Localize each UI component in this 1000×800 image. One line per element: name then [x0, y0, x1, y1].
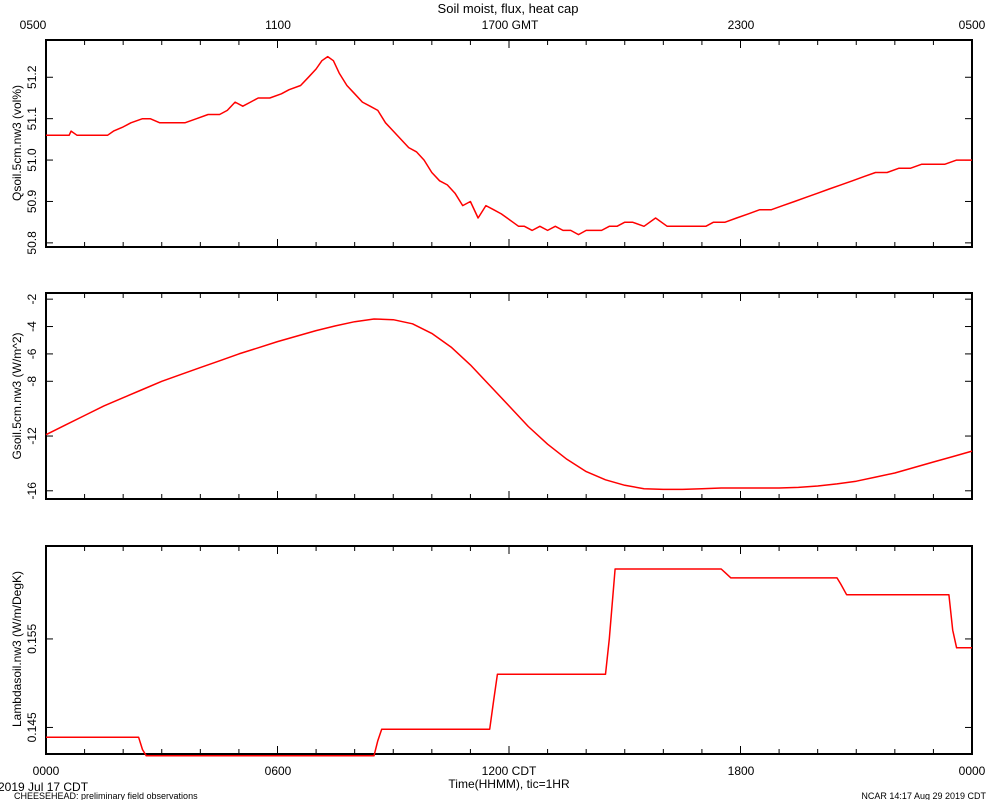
footer-left-note: CHEESEHEAD: preliminary field observatio…: [14, 791, 198, 800]
y-tick-label: -2: [25, 294, 39, 305]
y-tick-label: -4: [25, 321, 39, 332]
top-tick-label: 0500: [959, 18, 986, 32]
top-tick-label: 0500: [20, 18, 47, 32]
ylabel-flux: Gsoil.5cm.nw3 (W/m^2): [10, 333, 24, 460]
y-tick-label: 51.2: [25, 65, 39, 89]
panel-frame-flux: [45, 292, 973, 500]
y-tick-label: -8: [25, 376, 39, 387]
footer-date: 2019 Jul 17 CDT: [0, 780, 89, 794]
panel-frame-moisture: [45, 39, 973, 248]
y-tick-label: 50.8: [25, 231, 39, 255]
y-tick-label: 51.0: [25, 148, 39, 172]
bottom-tick-label: 0600: [265, 764, 292, 778]
ylabel-heat-capacity: Lambdasoil.nw3 (W/m/DegK): [10, 571, 24, 727]
series-line-flux: [45, 318, 973, 491]
y-tick-label: 51.1: [25, 107, 39, 131]
y-tick-label: -12: [25, 427, 39, 445]
bottom-tick-label: 0000: [33, 764, 60, 778]
bottom-tick-label: 1200 CDT: [482, 764, 537, 778]
series-line-moisture: [46, 55, 972, 236]
y-tick-label: 0.155: [25, 624, 39, 654]
chart-title: Soil moist, flux, heat cap: [438, 1, 579, 16]
ylabel-moisture: Qsoil.5cm.nw3 (vol%): [10, 85, 24, 201]
series-line-heat-capacity: [46, 568, 972, 757]
top-tick-label: 1100: [265, 18, 291, 32]
y-tick-label: 50.9: [25, 189, 39, 213]
y-tick-label: 0.145: [25, 712, 39, 742]
top-tick-label: 1700 GMT: [482, 18, 539, 32]
top-tick-label: 2300: [728, 18, 755, 32]
bottom-tick-label: 0000: [959, 764, 986, 778]
footer-right-note: NCAR 14:17 Aug 29 2019 CDT: [861, 791, 986, 800]
x-axis-title: Time(HHMM), tic=1HR: [448, 777, 570, 791]
y-tick-label: -16: [25, 482, 39, 500]
y-tick-label: -6: [25, 348, 39, 359]
bottom-tick-label: 1800: [728, 764, 755, 778]
